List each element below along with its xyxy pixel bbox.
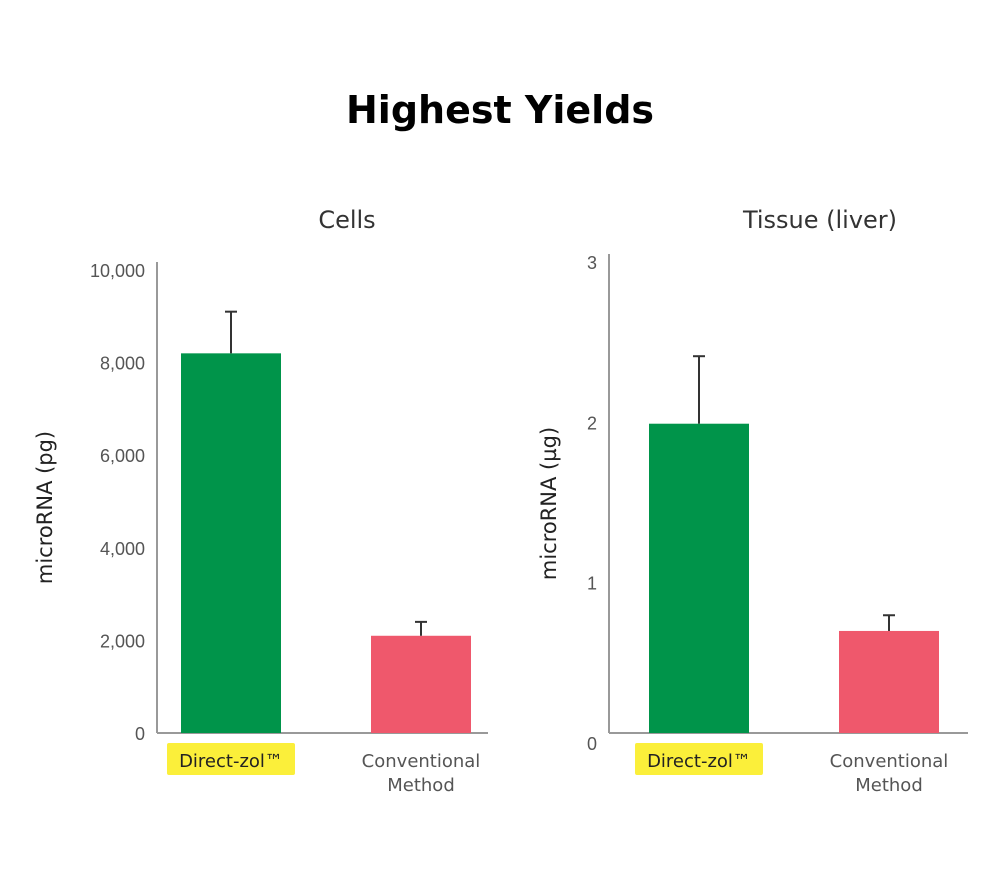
y-axis-label: microRNA (µg) <box>537 427 561 580</box>
page-title: Highest Yields <box>345 88 655 132</box>
category-label: Method <box>855 775 923 796</box>
y-tick-label: 0 <box>587 734 597 754</box>
bar <box>839 630 939 733</box>
bar <box>649 423 749 733</box>
category-label: Direct-zol™ <box>647 751 751 772</box>
category-label: Direct-zol™ <box>179 751 283 772</box>
y-tick-label: 10,000 <box>90 261 145 281</box>
y-tick-label: 6,000 <box>100 446 145 466</box>
chart-title: Tissue (liver) <box>742 206 897 234</box>
y-tick-label: 2 <box>587 413 597 433</box>
category-label: Conventional <box>830 751 949 772</box>
y-tick-label: 8,000 <box>100 354 145 374</box>
bar <box>371 635 471 733</box>
category-highlight <box>635 743 763 775</box>
y-tick-label: 0 <box>135 724 145 744</box>
category-label: Method <box>387 775 455 796</box>
y-tick-label: 3 <box>587 253 597 273</box>
category-label: Conventional <box>362 751 481 772</box>
bar <box>181 353 281 733</box>
y-tick-label: 4,000 <box>100 539 145 559</box>
y-tick-label: 2,000 <box>100 631 145 651</box>
y-tick-label: 1 <box>587 574 597 594</box>
category-highlight <box>167 743 295 775</box>
chart-title: Cells <box>318 206 375 234</box>
y-axis-label: microRNA (pg) <box>33 431 57 584</box>
